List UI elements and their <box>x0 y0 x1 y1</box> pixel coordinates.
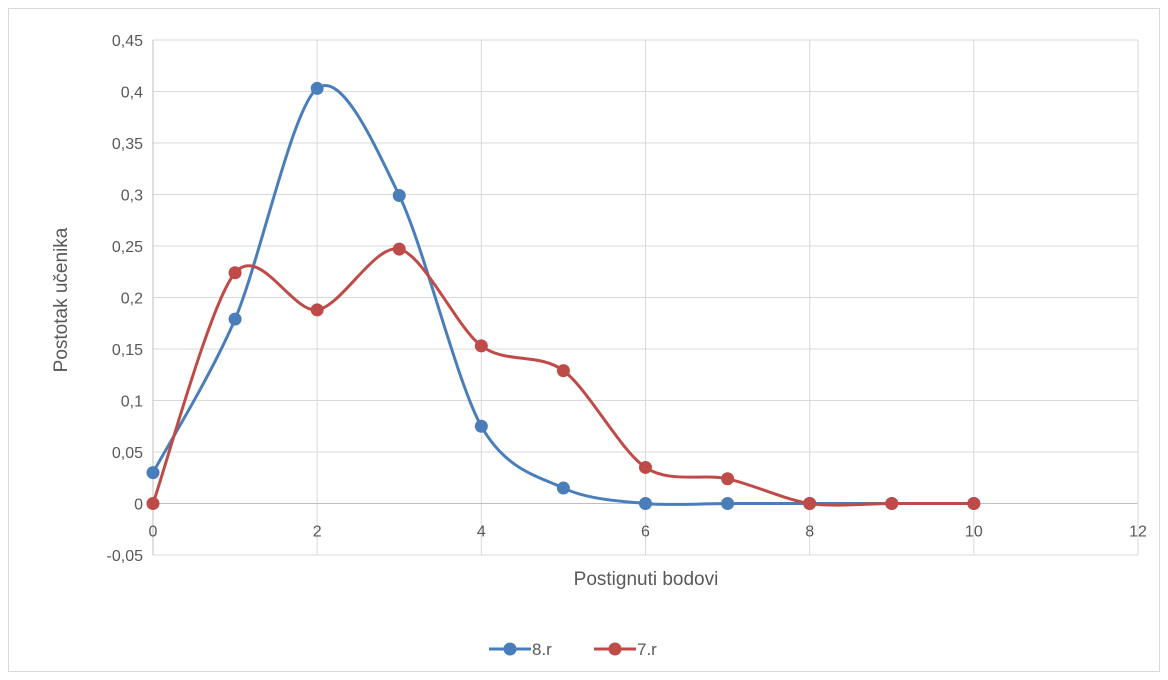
y-axis-tick-labels: -0,05 0 0,05 0,1 0,15 0,2 0,25 0,3 0,35 0,4 0,45 <box>107 33 144 565</box>
legend-item: 7.r <box>594 640 657 659</box>
y-tick-label: 0,05 <box>112 445 143 462</box>
data-point <box>392 189 406 203</box>
y-tick-label: 0,3 <box>121 188 143 205</box>
x-tick-label: 4 <box>477 524 486 541</box>
x-tick-label: 8 <box>805 524 814 541</box>
data-point <box>474 339 488 353</box>
series-line <box>151 84 976 507</box>
series-7.r <box>146 242 981 510</box>
x-tick-label: 10 <box>965 524 983 541</box>
x-tick-label: 12 <box>1129 524 1147 541</box>
data-point <box>721 497 735 510</box>
data-point <box>310 303 324 317</box>
horizontal-gridlines <box>153 39 1138 556</box>
y-tick-label: 0,35 <box>112 136 143 153</box>
legend-marker <box>503 642 517 656</box>
x-tick-label: 2 <box>313 524 322 541</box>
legend-item: 8.r <box>489 640 552 659</box>
x-tick-label: 0 <box>149 524 158 541</box>
y-tick-label: 0,1 <box>121 394 143 411</box>
legend-label: 7.r <box>637 640 657 659</box>
y-tick-label: 0,2 <box>121 291 143 308</box>
data-point <box>967 497 981 510</box>
data-point <box>146 497 160 510</box>
y-tick-label: 0 <box>134 497 143 514</box>
chart-area <box>8 8 1160 672</box>
data-point <box>146 466 160 480</box>
legend-label: 8.r <box>532 640 552 659</box>
legend: 8.r 7.r <box>489 640 657 659</box>
series-layer <box>146 81 981 510</box>
data-point <box>556 364 570 378</box>
data-point <box>556 481 570 495</box>
data-point <box>474 419 488 433</box>
data-point <box>228 312 242 326</box>
y-tick-label: 0,15 <box>112 342 143 359</box>
legend-marker <box>608 642 622 656</box>
y-tick-label: 0,4 <box>121 85 143 102</box>
data-point <box>639 497 652 510</box>
x-axis-tick-labels: 0 2 4 6 8 10 12 <box>149 524 1147 541</box>
data-point <box>392 242 406 256</box>
y-tick-label: 0,25 <box>112 239 143 256</box>
data-point <box>721 472 735 486</box>
y-axis-title: Postotak učenika <box>51 227 72 372</box>
x-tick-label: 6 <box>641 524 650 541</box>
data-point <box>803 497 817 510</box>
data-point <box>310 81 324 95</box>
data-point <box>639 460 652 474</box>
data-point <box>885 497 899 510</box>
y-tick-label: 0,45 <box>112 33 143 50</box>
y-tick-label: -0,05 <box>107 548 144 565</box>
series-8.r <box>146 81 981 510</box>
data-point <box>228 266 242 280</box>
x-axis-title: Postignuti bodovi <box>574 569 719 590</box>
